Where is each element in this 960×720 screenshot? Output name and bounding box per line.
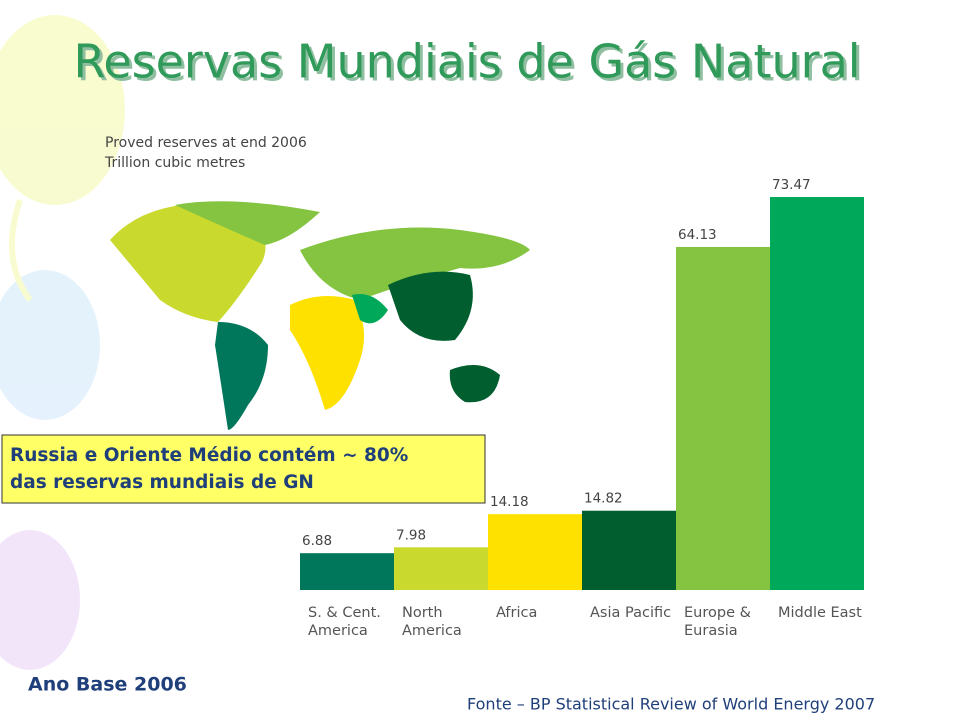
- x-tick-label: North America: [402, 605, 462, 639]
- subtitle: Proved reserves at end 2006: [105, 135, 307, 151]
- world-map: [110, 201, 530, 430]
- value-label: 14.18: [490, 494, 529, 510]
- annotation: Russia e Oriente Médio contém ~ 80%: [10, 445, 408, 466]
- x-tick-label: Europe & Eurasia: [684, 605, 751, 639]
- x-tick-label: Middle East: [778, 605, 862, 621]
- title-shadow: Reservas Mundiais de Gás Natural: [76, 38, 863, 92]
- x-tick-label: S. & Cent. America: [308, 605, 381, 639]
- value-label: 6.88: [302, 533, 332, 549]
- x-tick-label: Asia Pacific: [590, 605, 672, 621]
- bar: [394, 547, 488, 590]
- footnote: Ano Base 2006: [28, 674, 187, 696]
- annotation: das reservas mundiais de GN: [10, 472, 314, 493]
- bar: [488, 514, 582, 590]
- source: Fonte – BP Statistical Review of World E…: [467, 695, 875, 714]
- bar: [582, 510, 676, 590]
- bar: [676, 246, 770, 590]
- bar: [770, 197, 864, 590]
- value-label: 73.47: [772, 177, 811, 193]
- value-label: 7.98: [396, 527, 426, 543]
- subtitle: Trillion cubic metres: [104, 155, 245, 171]
- value-label: 64.13: [678, 227, 717, 243]
- x-tick-label: Africa: [496, 605, 538, 621]
- chart-title: Reservas Mundiais de Gás Natural: [73, 35, 860, 89]
- annotation-box: [1, 434, 486, 504]
- balloons: [0, 15, 125, 670]
- bar: [300, 553, 394, 590]
- value-label: 14.82: [584, 491, 623, 507]
